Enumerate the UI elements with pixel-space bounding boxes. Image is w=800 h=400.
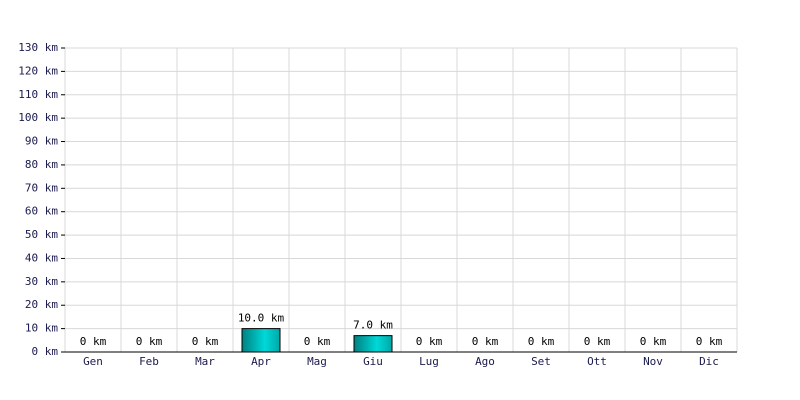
- value-label: 0 km: [640, 335, 667, 348]
- y-tick-label: 40 km: [25, 251, 58, 264]
- value-label: 10.0 km: [238, 312, 285, 325]
- y-tick-label: 60 km: [25, 205, 58, 218]
- value-label: 0 km: [304, 335, 331, 348]
- value-label: 0 km: [696, 335, 723, 348]
- x-tick-label: Apr: [251, 355, 271, 368]
- y-tick-label: 120 km: [18, 64, 58, 77]
- value-label: 0 km: [528, 335, 555, 348]
- y-tick-label: 10 km: [25, 322, 58, 335]
- value-label: 0 km: [584, 335, 611, 348]
- bar: [241, 328, 281, 353]
- value-label: 0 km: [136, 335, 163, 348]
- y-tick-label: 0 km: [32, 345, 59, 358]
- bar: [353, 335, 393, 353]
- x-tick-label: Feb: [139, 355, 159, 368]
- y-tick-label: 50 km: [25, 228, 58, 241]
- y-tick-label: 70 km: [25, 181, 58, 194]
- y-tick-label: 100 km: [18, 111, 58, 124]
- value-label: 0 km: [472, 335, 499, 348]
- x-tick-label: Giu: [363, 355, 383, 368]
- x-tick-label: Ago: [475, 355, 495, 368]
- value-label: 7.0 km: [353, 319, 393, 332]
- x-tick-label: Gen: [83, 355, 103, 368]
- x-tick-label: Lug: [419, 355, 439, 368]
- x-tick-label: Nov: [643, 355, 663, 368]
- y-tick-label: 130 km: [18, 41, 58, 54]
- y-tick-label: 30 km: [25, 275, 58, 288]
- value-label: 0 km: [416, 335, 443, 348]
- y-tick-label: 90 km: [25, 135, 58, 148]
- y-tick-label: 20 km: [25, 298, 58, 311]
- value-label: 0 km: [192, 335, 219, 348]
- x-tick-label: Set: [531, 355, 551, 368]
- value-label: 0 km: [80, 335, 107, 348]
- y-tick-label: 110 km: [18, 88, 58, 101]
- y-tick-label: 80 km: [25, 158, 58, 171]
- x-tick-label: Dic: [699, 355, 719, 368]
- x-tick-label: Mar: [195, 355, 215, 368]
- x-tick-label: Ott: [587, 355, 607, 368]
- x-tick-label: Mag: [307, 355, 327, 368]
